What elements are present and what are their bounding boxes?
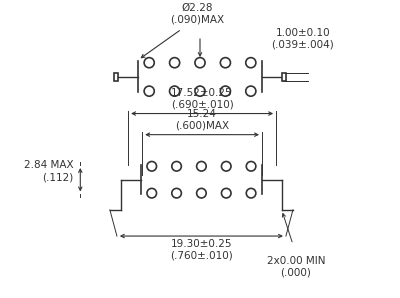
- Circle shape: [144, 86, 154, 96]
- Polygon shape: [141, 165, 262, 194]
- Circle shape: [170, 86, 180, 96]
- Bar: [114, 73, 118, 81]
- Text: 2x0.00 MIN
(.000): 2x0.00 MIN (.000): [266, 256, 325, 277]
- Bar: [282, 73, 286, 81]
- Text: 15.24
(.600)MAX: 15.24 (.600)MAX: [175, 109, 229, 131]
- Circle shape: [147, 162, 156, 171]
- Text: Ø2.28
(.090)MAX: Ø2.28 (.090)MAX: [170, 3, 224, 25]
- Circle shape: [222, 162, 231, 171]
- Circle shape: [246, 58, 256, 68]
- Text: 2.84 MAX
(.112): 2.84 MAX (.112): [24, 161, 73, 182]
- Circle shape: [195, 58, 205, 68]
- Circle shape: [197, 188, 206, 198]
- Circle shape: [246, 162, 256, 171]
- Circle shape: [144, 58, 154, 68]
- Circle shape: [170, 58, 180, 68]
- Text: 19.30±0.25
(.760±.010): 19.30±0.25 (.760±.010): [170, 239, 233, 260]
- Circle shape: [220, 86, 230, 96]
- Circle shape: [197, 162, 206, 171]
- Circle shape: [172, 188, 181, 198]
- Circle shape: [147, 188, 156, 198]
- Circle shape: [220, 58, 230, 68]
- Circle shape: [172, 162, 181, 171]
- Text: 17.52±0.25
(.690±.010): 17.52±0.25 (.690±.010): [171, 88, 234, 109]
- Text: 1.00±0.10
(.039±.004): 1.00±0.10 (.039±.004): [272, 28, 334, 49]
- Circle shape: [246, 86, 256, 96]
- Circle shape: [246, 188, 256, 198]
- Polygon shape: [138, 61, 262, 92]
- Circle shape: [195, 86, 205, 96]
- Circle shape: [222, 188, 231, 198]
